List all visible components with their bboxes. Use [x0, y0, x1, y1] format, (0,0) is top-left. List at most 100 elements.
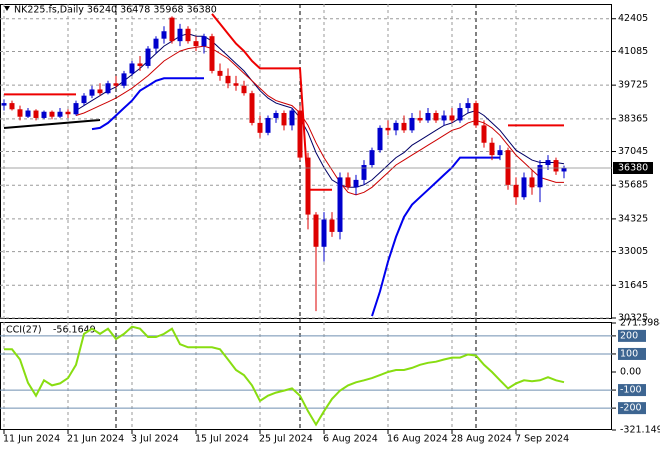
y-tick-label: -200 [620, 403, 642, 414]
x-tick-label: 7 Sep 2024 [515, 434, 569, 445]
x-tick-label: 21 Jun 2024 [67, 434, 124, 445]
y-tick-label: 200 [620, 330, 638, 341]
cci-title: CCI(27) [6, 325, 42, 336]
candle-body [305, 157, 311, 215]
x-tick-label: 6 Aug 2024 [323, 434, 378, 445]
candle-body [273, 113, 279, 118]
y-tick-label: 100 [620, 348, 638, 359]
y-tick-label: 35685 [618, 180, 648, 191]
candle-body [369, 150, 375, 166]
level-label-box [618, 329, 646, 342]
cci-panel [0, 322, 612, 430]
y-tick-label: -100 [620, 385, 642, 396]
candle-body [481, 125, 487, 143]
candle-body [329, 219, 335, 232]
candle-body [489, 142, 495, 156]
candle-body [417, 117, 423, 121]
y-tick-label: 33005 [618, 246, 648, 257]
candle-body [353, 179, 359, 188]
candle-body [529, 177, 535, 188]
y-tick-label: 41085 [618, 46, 648, 57]
candle-body [209, 36, 215, 71]
candle-body [257, 122, 263, 133]
candle-body [81, 95, 87, 104]
y-tick-label: 0.00 [620, 367, 641, 378]
y-tick-label: 42405 [618, 13, 648, 24]
candle-body [169, 17, 175, 42]
candle-body [73, 103, 79, 115]
y-tick-label: 271.3984 [620, 318, 660, 329]
candle-body [337, 177, 343, 232]
candle-body [9, 103, 15, 110]
y-tick-label: 34325 [618, 213, 648, 224]
candle-body [145, 48, 151, 66]
candle-body [433, 113, 439, 121]
indicator-line [75, 33, 565, 188]
candle-body [313, 214, 319, 247]
candle-body [57, 111, 63, 117]
candle-body [129, 63, 135, 74]
candle-body [561, 167, 567, 172]
candle-body [345, 177, 351, 188]
candle-body [537, 165, 543, 188]
candle-body [441, 115, 447, 121]
indicator-line [91, 77, 500, 317]
candle-body [409, 117, 415, 131]
y-tick-label: 30325 [618, 313, 648, 324]
candle-body [33, 110, 39, 118]
candle-body [105, 83, 111, 94]
candle-body [41, 111, 47, 118]
x-tick-label: 3 Jul 2024 [131, 434, 179, 445]
candle-body [289, 110, 295, 126]
candle-body [377, 127, 383, 151]
candle-body [401, 122, 407, 131]
candle-body [265, 117, 271, 133]
candle-body [281, 113, 287, 126]
candle-body [89, 89, 95, 96]
indicator-line [4, 13, 564, 191]
candle-body [121, 73, 127, 86]
level-label-box [618, 347, 646, 360]
candle-body [553, 160, 559, 172]
candle-body [545, 160, 551, 166]
candle-body [497, 150, 503, 156]
y-tick-label: 38365 [618, 113, 648, 124]
candle-body [505, 150, 511, 185]
candle-body [449, 115, 455, 121]
trendline [3, 119, 101, 129]
candle-body [457, 108, 463, 121]
candle-body [49, 111, 55, 117]
candle-body [473, 103, 479, 126]
candle-body [17, 109, 23, 117]
x-tick-label: 25 Jul 2024 [259, 434, 313, 445]
x-tick-label: 28 Aug 2024 [451, 434, 512, 445]
candle-body [201, 36, 207, 47]
candle-body [321, 219, 327, 247]
candle-body [137, 63, 143, 66]
candle-body [161, 31, 167, 39]
level-label-box [618, 402, 646, 415]
candle-body [97, 89, 103, 94]
candle-body [393, 122, 399, 131]
y-tick-label: 39725 [618, 80, 648, 91]
candle-body [385, 127, 391, 131]
chart-title: NK225.fs,Daily 36240 36478 35968 36380 [14, 5, 217, 16]
cci-line [4, 325, 565, 427]
candle-body [25, 110, 31, 117]
candle-body [513, 184, 519, 198]
y-tick-label: 37045 [618, 146, 648, 157]
candle-body [177, 28, 183, 42]
candle-body [193, 41, 199, 47]
y-tick-label: -321.149 [620, 425, 660, 436]
price-label: 36380 [618, 162, 648, 173]
menu-arrow [4, 6, 10, 11]
candle-body [361, 165, 367, 180]
cci-current: -56.1649 [53, 325, 96, 336]
x-tick-label: 11 Jun 2024 [3, 434, 60, 445]
candle-body [113, 83, 119, 86]
candle-body [233, 83, 239, 86]
indicator-line [75, 45, 564, 196]
candle-body [1, 103, 7, 106]
candle-body [241, 85, 247, 94]
